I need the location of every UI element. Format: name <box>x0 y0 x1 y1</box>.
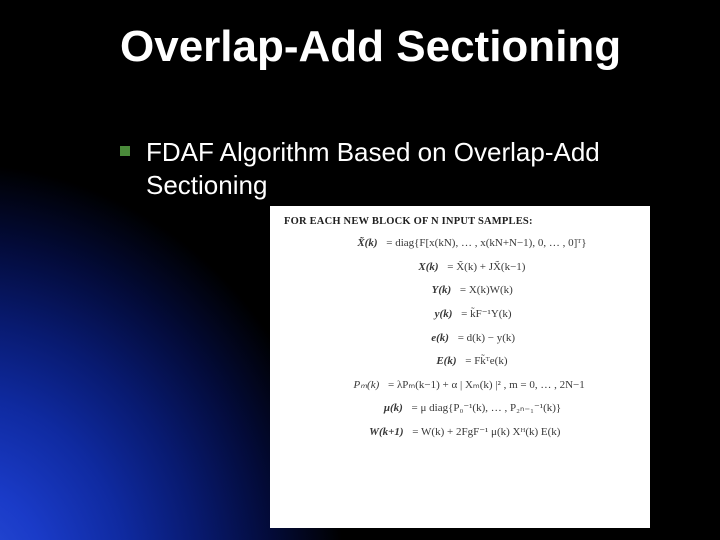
eq-body: = X(k)W(k) <box>460 284 513 297</box>
equation-row: e(k) = d(k) − y(k) <box>284 332 636 345</box>
bullet-marker <box>120 146 130 156</box>
eq-body: = μ diag{P₀⁻¹(k), … , P₂ₙ₋₁⁻¹(k)} <box>412 402 562 415</box>
equation-row: E(k) = Fk̃ᵀe(k) <box>284 355 636 368</box>
equation-row: W(k+1) = W(k) + 2FgF⁻¹ μ(k) Xᴴ(k) E(k) <box>284 426 636 439</box>
eq-label: X(k) <box>395 261 439 274</box>
eq-body: = λPₘ(k−1) + α | Xₘ(k) |² , m = 0, … , 2… <box>388 379 585 392</box>
eq-body: = diag{F[x(kN), … , x(kN+N−1), 0, … , 0]… <box>386 237 586 250</box>
equation-row: X(k) = X̃(k) + JX̃(k−1) <box>284 261 636 274</box>
equation-row: y(k) = k̃F⁻¹Y(k) <box>284 308 636 321</box>
eq-body: = W(k) + 2FgF⁻¹ μ(k) Xᴴ(k) E(k) <box>412 426 560 439</box>
eq-body: = d(k) − y(k) <box>458 332 515 345</box>
slide-title: Overlap-Add Sectioning <box>120 22 700 72</box>
eq-body: = Fk̃ᵀe(k) <box>465 355 507 368</box>
equation-row: Y(k) = X(k)W(k) <box>284 284 636 297</box>
equation-row: μ(k) = μ diag{P₀⁻¹(k), … , P₂ₙ₋₁⁻¹(k)} <box>284 402 636 415</box>
eq-label: y(k) <box>408 308 452 321</box>
eq-body: = k̃F⁻¹Y(k) <box>461 308 511 321</box>
eq-label: X̃(k) <box>333 237 377 250</box>
eq-label: Y(k) <box>407 284 451 297</box>
bullet-text: FDAF Algorithm Based on Overlap-Add Sect… <box>146 136 680 201</box>
eq-body: = X̃(k) + JX̃(k−1) <box>447 261 525 274</box>
panel-header: FOR EACH NEW BLOCK OF N INPUT SAMPLES: <box>284 216 636 227</box>
eq-label: E(k) <box>412 355 456 368</box>
eq-label: μ(k) <box>359 402 403 415</box>
bullet-row: FDAF Algorithm Based on Overlap-Add Sect… <box>120 136 680 201</box>
equation-row: X̃(k) = diag{F[x(kN), … , x(kN+N−1), 0, … <box>284 237 636 250</box>
algorithm-panel: FOR EACH NEW BLOCK OF N INPUT SAMPLES: X… <box>270 206 650 528</box>
presentation-slide: Overlap-Add Sectioning FDAF Algorithm Ba… <box>0 0 720 540</box>
eq-label: Pₘ(k) <box>335 379 379 392</box>
eq-label: e(k) <box>405 332 449 345</box>
eq-label: W(k+1) <box>360 426 404 439</box>
equation-row: Pₘ(k) = λPₘ(k−1) + α | Xₘ(k) |² , m = 0,… <box>284 379 636 392</box>
